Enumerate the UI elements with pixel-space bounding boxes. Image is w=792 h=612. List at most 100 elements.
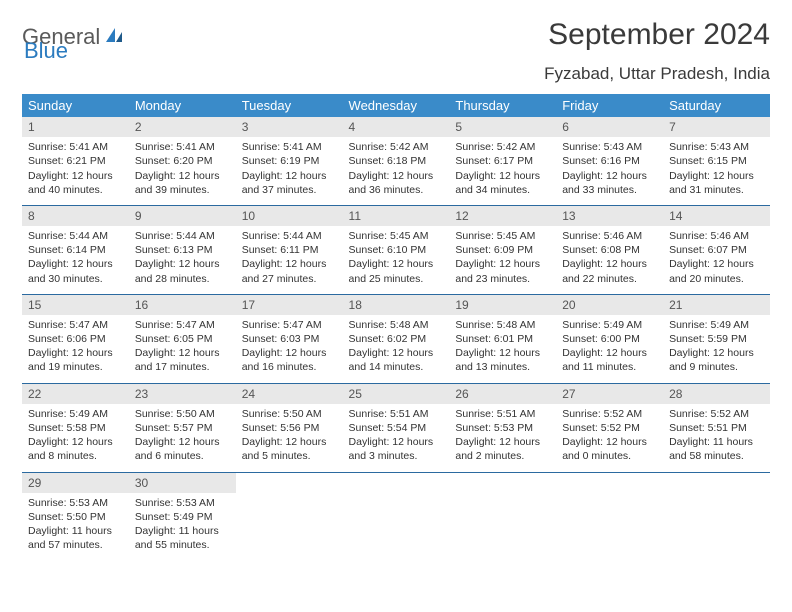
sunrise-text: Sunrise: 5:46 AM bbox=[562, 229, 657, 243]
sail-icon bbox=[104, 26, 124, 49]
sunset-text: Sunset: 6:21 PM bbox=[28, 154, 123, 168]
day-number: 1 bbox=[22, 117, 129, 137]
day-details: Sunrise: 5:47 AMSunset: 6:03 PMDaylight:… bbox=[236, 315, 343, 383]
sunrise-text: Sunrise: 5:45 AM bbox=[349, 229, 444, 243]
day-number: 4 bbox=[343, 117, 450, 137]
sunrise-text: Sunrise: 5:45 AM bbox=[455, 229, 550, 243]
calendar-day-cell: 4Sunrise: 5:42 AMSunset: 6:18 PMDaylight… bbox=[343, 117, 450, 205]
day-details: Sunrise: 5:52 AMSunset: 5:52 PMDaylight:… bbox=[556, 404, 663, 472]
sunset-text: Sunset: 5:56 PM bbox=[242, 421, 337, 435]
day-details: Sunrise: 5:49 AMSunset: 6:00 PMDaylight:… bbox=[556, 315, 663, 383]
day-details: Sunrise: 5:50 AMSunset: 5:57 PMDaylight:… bbox=[129, 404, 236, 472]
sunset-text: Sunset: 6:17 PM bbox=[455, 154, 550, 168]
weekday-header: Sunday bbox=[22, 94, 129, 117]
sunrise-text: Sunrise: 5:43 AM bbox=[669, 140, 764, 154]
sunrise-text: Sunrise: 5:41 AM bbox=[242, 140, 337, 154]
calendar-day-cell: 26Sunrise: 5:51 AMSunset: 5:53 PMDayligh… bbox=[449, 383, 556, 472]
daylight-text: Daylight: 12 hours and 5 minutes. bbox=[242, 435, 337, 463]
sunset-text: Sunset: 6:15 PM bbox=[669, 154, 764, 168]
day-details: Sunrise: 5:49 AMSunset: 5:59 PMDaylight:… bbox=[663, 315, 770, 383]
sunrise-text: Sunrise: 5:50 AM bbox=[135, 407, 230, 421]
day-number: 27 bbox=[556, 384, 663, 404]
calendar-week-row: 8Sunrise: 5:44 AMSunset: 6:14 PMDaylight… bbox=[22, 205, 770, 294]
day-details: Sunrise: 5:41 AMSunset: 6:19 PMDaylight:… bbox=[236, 137, 343, 205]
day-details: Sunrise: 5:46 AMSunset: 6:08 PMDaylight:… bbox=[556, 226, 663, 294]
day-number: 13 bbox=[556, 206, 663, 226]
calendar-table: Sunday Monday Tuesday Wednesday Thursday… bbox=[22, 94, 770, 560]
sunset-text: Sunset: 5:51 PM bbox=[669, 421, 764, 435]
day-details: Sunrise: 5:53 AMSunset: 5:49 PMDaylight:… bbox=[129, 493, 236, 561]
sunrise-text: Sunrise: 5:47 AM bbox=[135, 318, 230, 332]
daylight-text: Daylight: 12 hours and 37 minutes. bbox=[242, 169, 337, 197]
weekday-header: Friday bbox=[556, 94, 663, 117]
sunrise-text: Sunrise: 5:51 AM bbox=[349, 407, 444, 421]
daylight-text: Daylight: 12 hours and 11 minutes. bbox=[562, 346, 657, 374]
sunset-text: Sunset: 5:50 PM bbox=[28, 510, 123, 524]
day-number: 10 bbox=[236, 206, 343, 226]
calendar-week-row: 29Sunrise: 5:53 AMSunset: 5:50 PMDayligh… bbox=[22, 472, 770, 560]
daylight-text: Daylight: 12 hours and 2 minutes. bbox=[455, 435, 550, 463]
calendar-day-cell: 20Sunrise: 5:49 AMSunset: 6:00 PMDayligh… bbox=[556, 294, 663, 383]
day-details: Sunrise: 5:48 AMSunset: 6:01 PMDaylight:… bbox=[449, 315, 556, 383]
calendar-day-cell: 29Sunrise: 5:53 AMSunset: 5:50 PMDayligh… bbox=[22, 472, 129, 560]
calendar-day-cell: 21Sunrise: 5:49 AMSunset: 5:59 PMDayligh… bbox=[663, 294, 770, 383]
day-number: 20 bbox=[556, 295, 663, 315]
sunset-text: Sunset: 5:54 PM bbox=[349, 421, 444, 435]
weekday-header: Monday bbox=[129, 94, 236, 117]
daylight-text: Daylight: 12 hours and 23 minutes. bbox=[455, 257, 550, 285]
day-details: Sunrise: 5:42 AMSunset: 6:17 PMDaylight:… bbox=[449, 137, 556, 205]
sunrise-text: Sunrise: 5:47 AM bbox=[242, 318, 337, 332]
daylight-text: Daylight: 12 hours and 31 minutes. bbox=[669, 169, 764, 197]
day-number: 19 bbox=[449, 295, 556, 315]
sunset-text: Sunset: 5:49 PM bbox=[135, 510, 230, 524]
day-number: 22 bbox=[22, 384, 129, 404]
day-number: 16 bbox=[129, 295, 236, 315]
day-number: 11 bbox=[343, 206, 450, 226]
calendar-day-cell: 2Sunrise: 5:41 AMSunset: 6:20 PMDaylight… bbox=[129, 117, 236, 205]
sunset-text: Sunset: 5:52 PM bbox=[562, 421, 657, 435]
daylight-text: Daylight: 12 hours and 17 minutes. bbox=[135, 346, 230, 374]
calendar-day-cell: 8Sunrise: 5:44 AMSunset: 6:14 PMDaylight… bbox=[22, 205, 129, 294]
sunrise-text: Sunrise: 5:48 AM bbox=[349, 318, 444, 332]
daylight-text: Daylight: 12 hours and 30 minutes. bbox=[28, 257, 123, 285]
daylight-text: Daylight: 12 hours and 13 minutes. bbox=[455, 346, 550, 374]
sunrise-text: Sunrise: 5:52 AM bbox=[562, 407, 657, 421]
day-details: Sunrise: 5:51 AMSunset: 5:53 PMDaylight:… bbox=[449, 404, 556, 472]
sunset-text: Sunset: 6:19 PM bbox=[242, 154, 337, 168]
day-number: 5 bbox=[449, 117, 556, 137]
calendar-day-cell: 27Sunrise: 5:52 AMSunset: 5:52 PMDayligh… bbox=[556, 383, 663, 472]
calendar-day-cell: 22Sunrise: 5:49 AMSunset: 5:58 PMDayligh… bbox=[22, 383, 129, 472]
day-details: Sunrise: 5:52 AMSunset: 5:51 PMDaylight:… bbox=[663, 404, 770, 472]
day-details: Sunrise: 5:45 AMSunset: 6:10 PMDaylight:… bbox=[343, 226, 450, 294]
day-details: Sunrise: 5:45 AMSunset: 6:09 PMDaylight:… bbox=[449, 226, 556, 294]
sunset-text: Sunset: 6:16 PM bbox=[562, 154, 657, 168]
daylight-text: Daylight: 12 hours and 36 minutes. bbox=[349, 169, 444, 197]
sunset-text: Sunset: 6:03 PM bbox=[242, 332, 337, 346]
calendar-day-cell bbox=[663, 472, 770, 560]
calendar-day-cell: 10Sunrise: 5:44 AMSunset: 6:11 PMDayligh… bbox=[236, 205, 343, 294]
calendar-day-cell: 15Sunrise: 5:47 AMSunset: 6:06 PMDayligh… bbox=[22, 294, 129, 383]
sunrise-text: Sunrise: 5:42 AM bbox=[349, 140, 444, 154]
calendar-day-cell: 25Sunrise: 5:51 AMSunset: 5:54 PMDayligh… bbox=[343, 383, 450, 472]
sunrise-text: Sunrise: 5:42 AM bbox=[455, 140, 550, 154]
daylight-text: Daylight: 12 hours and 22 minutes. bbox=[562, 257, 657, 285]
sunset-text: Sunset: 6:05 PM bbox=[135, 332, 230, 346]
sunrise-text: Sunrise: 5:41 AM bbox=[135, 140, 230, 154]
weekday-header: Thursday bbox=[449, 94, 556, 117]
day-number: 2 bbox=[129, 117, 236, 137]
calendar-body: 1Sunrise: 5:41 AMSunset: 6:21 PMDaylight… bbox=[22, 117, 770, 560]
day-details: Sunrise: 5:41 AMSunset: 6:21 PMDaylight:… bbox=[22, 137, 129, 205]
day-number: 28 bbox=[663, 384, 770, 404]
day-number: 17 bbox=[236, 295, 343, 315]
daylight-text: Daylight: 12 hours and 8 minutes. bbox=[28, 435, 123, 463]
sunset-text: Sunset: 6:09 PM bbox=[455, 243, 550, 257]
calendar-day-cell: 7Sunrise: 5:43 AMSunset: 6:15 PMDaylight… bbox=[663, 117, 770, 205]
sunset-text: Sunset: 6:01 PM bbox=[455, 332, 550, 346]
day-details: Sunrise: 5:49 AMSunset: 5:58 PMDaylight:… bbox=[22, 404, 129, 472]
sunrise-text: Sunrise: 5:47 AM bbox=[28, 318, 123, 332]
sunset-text: Sunset: 5:59 PM bbox=[669, 332, 764, 346]
day-number: 21 bbox=[663, 295, 770, 315]
calendar-day-cell: 19Sunrise: 5:48 AMSunset: 6:01 PMDayligh… bbox=[449, 294, 556, 383]
day-number: 24 bbox=[236, 384, 343, 404]
sunrise-text: Sunrise: 5:50 AM bbox=[242, 407, 337, 421]
